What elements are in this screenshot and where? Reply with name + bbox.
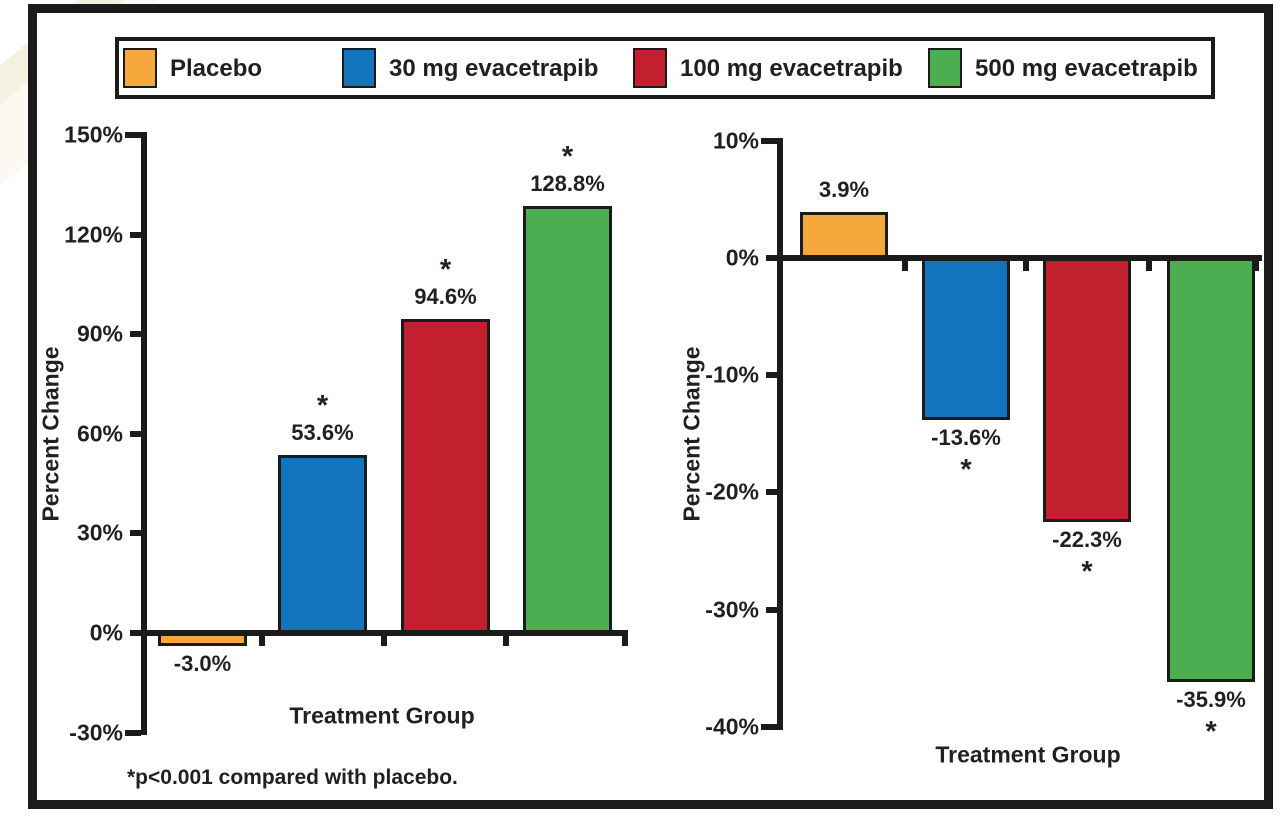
30mg-color-swatch (342, 48, 376, 88)
legend-item-30mg: 30 mg evacetrapib (342, 41, 598, 95)
figure-frame (28, 4, 1273, 809)
legend-label: 100 mg evacetrapib (680, 55, 903, 82)
legend-item-placebo: Placebo (123, 41, 262, 95)
legend-item-500mg: 500 mg evacetrapib (928, 41, 1198, 95)
legend: Placebo 30 mg evacetrapib 100 mg evacetr… (115, 37, 1215, 99)
legend-item-100mg: 100 mg evacetrapib (633, 41, 903, 95)
100mg-color-swatch (633, 48, 667, 88)
footnote: *p<0.001 compared with placebo. (127, 766, 458, 789)
legend-label: Placebo (170, 55, 263, 82)
legend-label: 30 mg evacetrapib (389, 55, 599, 82)
legend-label: 500 mg evacetrapib (975, 55, 1198, 82)
500mg-color-swatch (928, 48, 962, 88)
placebo-color-swatch (123, 48, 157, 88)
